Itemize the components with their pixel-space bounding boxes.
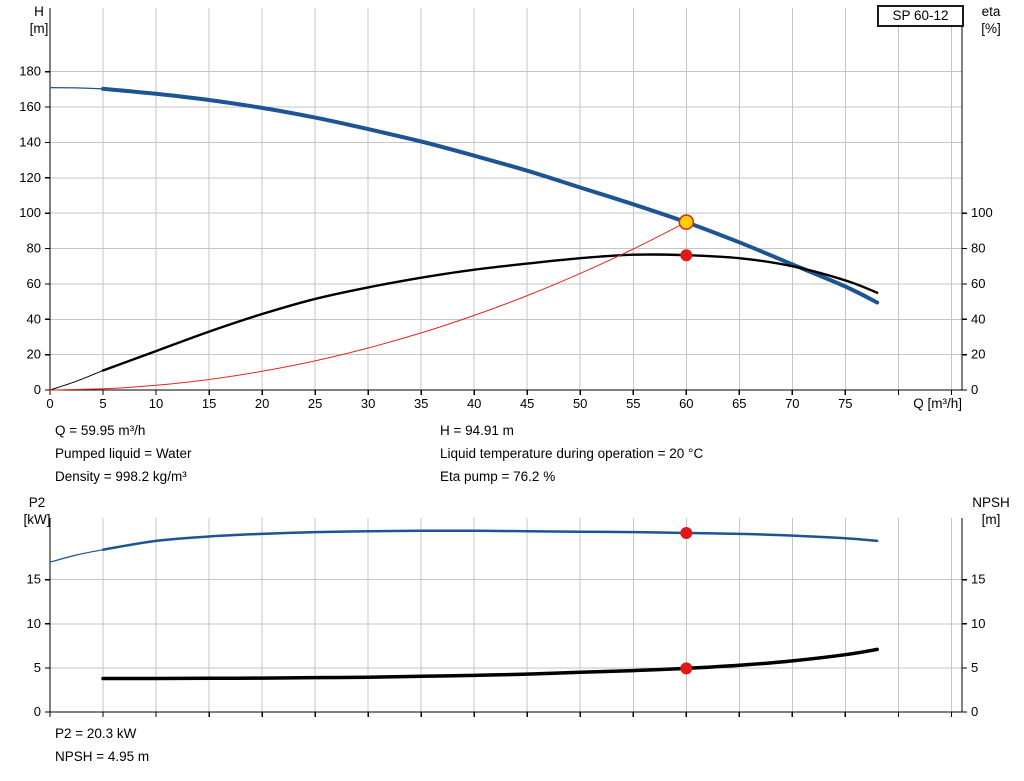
pump-type-badge: SP 60-12 xyxy=(877,5,964,27)
svg-text:75: 75 xyxy=(838,396,852,411)
svg-text:140: 140 xyxy=(19,134,41,149)
series-npsh-curve xyxy=(101,647,879,681)
svg-text:70: 70 xyxy=(785,396,799,411)
h-axis-title-unit: [m] xyxy=(29,21,49,36)
info-density: Density = 998.2 kg/m³ xyxy=(55,469,187,484)
p2-axis-title: P2 [kW] xyxy=(16,494,58,528)
eta-axis-title: eta [%] xyxy=(968,3,1014,37)
p2-axis-title-symbol: P2 xyxy=(28,495,46,510)
q-axis-title: Q [m³/h] xyxy=(913,396,962,411)
svg-text:0: 0 xyxy=(34,382,41,397)
svg-text:40: 40 xyxy=(467,396,481,411)
duty-point-npsh[interactable] xyxy=(680,662,693,675)
tick-labels: 0 5 10 15 20 25 30 35 40 45 50 55 60 65 70 75 0 20 40 60 80 1… xyxy=(19,64,992,411)
grid xyxy=(50,8,962,390)
duty-info-right: H = 94.91 m Liquid temperature during op… xyxy=(440,419,703,488)
info-head: H = 94.91 m xyxy=(440,423,514,438)
p2-axis-title-unit: [kW] xyxy=(23,512,51,527)
series-head-curve-lead xyxy=(49,87,104,90)
duty-point-efficiency[interactable] xyxy=(680,249,693,262)
svg-text:100: 100 xyxy=(971,205,993,220)
svg-text:120: 120 xyxy=(19,170,41,185)
svg-text:0: 0 xyxy=(34,704,41,719)
svg-text:25: 25 xyxy=(308,396,322,411)
svg-text:50: 50 xyxy=(573,396,587,411)
npsh-axis-title-unit: [m] xyxy=(981,512,1001,527)
svg-text:20: 20 xyxy=(255,396,269,411)
svg-text:30: 30 xyxy=(361,396,375,411)
series-p2-curve-lead xyxy=(49,549,104,563)
svg-text:40: 40 xyxy=(27,311,41,326)
p2-npsh-chart-canvas[interactable]: 0 5 10 15 0 5 10 15 xyxy=(0,500,1024,735)
eta-axis-title-symbol: eta xyxy=(981,4,1001,19)
duty-point-p2[interactable] xyxy=(680,527,693,539)
svg-text:45: 45 xyxy=(520,396,534,411)
svg-text:65: 65 xyxy=(732,396,746,411)
grid xyxy=(50,518,962,712)
eta-axis-title-unit: [%] xyxy=(981,21,1001,36)
svg-text:20: 20 xyxy=(27,347,41,362)
svg-text:55: 55 xyxy=(626,396,640,411)
info-p2: P2 = 20.3 kW xyxy=(55,726,137,741)
svg-text:5: 5 xyxy=(971,660,978,675)
svg-text:15: 15 xyxy=(27,572,41,587)
tick-labels: 0 5 10 15 0 5 10 15 xyxy=(27,572,986,719)
svg-text:10: 10 xyxy=(149,396,163,411)
info-flow: Q = 59.95 m³/h xyxy=(55,423,146,438)
svg-text:0: 0 xyxy=(971,704,978,719)
svg-text:60: 60 xyxy=(971,276,985,291)
svg-text:0: 0 xyxy=(46,396,53,411)
info-pumped-liquid: Pumped liquid = Water xyxy=(55,446,192,461)
series-head-curve xyxy=(101,86,880,305)
svg-text:5: 5 xyxy=(34,660,41,675)
svg-text:100: 100 xyxy=(19,205,41,220)
h-axis-title: H [m] xyxy=(20,3,58,37)
series-efficiency-curve xyxy=(101,253,879,372)
svg-text:0: 0 xyxy=(971,382,978,397)
h-axis-title-symbol: H xyxy=(34,4,44,19)
svg-text:15: 15 xyxy=(202,396,216,411)
svg-text:15: 15 xyxy=(971,572,985,587)
svg-text:10: 10 xyxy=(971,616,985,631)
npsh-axis-title: NPSH [m] xyxy=(964,494,1018,528)
series-efficiency-curve-lead xyxy=(49,370,104,391)
svg-text:20: 20 xyxy=(971,347,985,362)
hq-chart-canvas[interactable]: 0 5 10 15 20 25 30 35 40 45 50 55 60 65 70 75 0 20 40 60 80 1… xyxy=(0,0,1024,416)
duty-info-left: Q = 59.95 m³/h Pumped liquid = Water Den… xyxy=(55,419,191,488)
svg-text:80: 80 xyxy=(971,241,985,256)
svg-text:180: 180 xyxy=(19,64,41,79)
svg-text:160: 160 xyxy=(19,99,41,114)
svg-text:10: 10 xyxy=(27,616,41,631)
axes xyxy=(45,8,967,395)
duty-point-head[interactable] xyxy=(678,214,695,230)
axes xyxy=(45,518,967,717)
npsh-axis-title-symbol: NPSH xyxy=(972,495,1010,510)
series-p2-curve xyxy=(101,529,879,551)
svg-text:60: 60 xyxy=(27,276,41,291)
info-liquid-temperature: Liquid temperature during operation = 20… xyxy=(440,446,704,461)
svg-text:60: 60 xyxy=(679,396,693,411)
svg-text:35: 35 xyxy=(414,396,428,411)
duty-info-bottom: P2 = 20.3 kW NPSH = 4.95 m xyxy=(55,722,149,768)
svg-text:5: 5 xyxy=(99,396,106,411)
info-eta-pump: Eta pump = 76.2 % xyxy=(440,469,556,484)
svg-text:40: 40 xyxy=(971,311,985,326)
svg-text:80: 80 xyxy=(27,241,41,256)
info-npsh: NPSH = 4.95 m xyxy=(55,749,150,764)
series-duty-flow-curve xyxy=(49,221,687,391)
